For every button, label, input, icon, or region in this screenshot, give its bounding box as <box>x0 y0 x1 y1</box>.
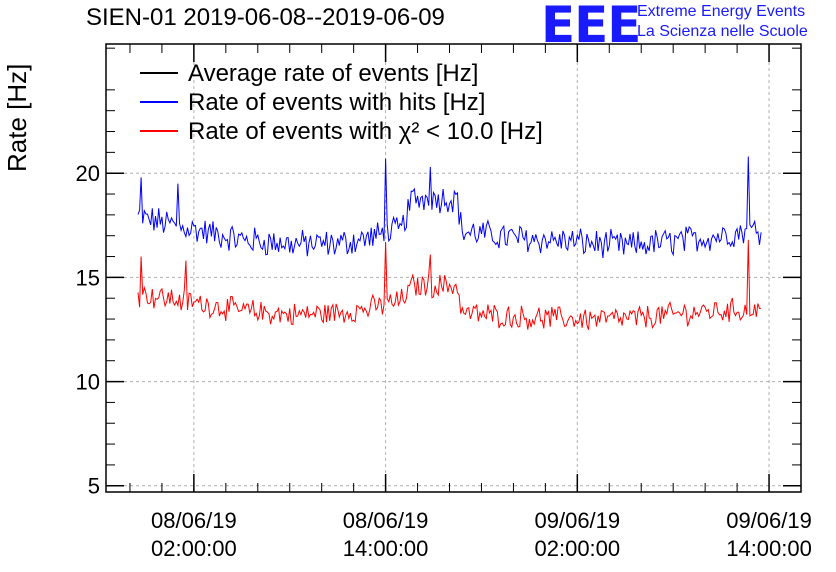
x-tick-time: 14:00:00 <box>726 536 812 561</box>
eee-logo: EEE <box>541 0 641 54</box>
x-tick-date: 08/06/19 <box>343 508 429 533</box>
series-lines <box>137 156 762 330</box>
x-tick-time: 02:00:00 <box>151 536 237 561</box>
x-tick-time: 14:00:00 <box>343 536 429 561</box>
x-tick-date: 09/06/19 <box>535 508 621 533</box>
y-tick-label: 20 <box>76 161 100 186</box>
legend-label-chi2: Rate of events with χ² < 10.0 [Hz] <box>188 118 543 145</box>
x-tick-time: 02:00:00 <box>535 536 621 561</box>
axes: 5 10 15 20 08/06/19 02:00:00 08/06/19 14:00:00 0… <box>76 44 812 561</box>
legend-label-hits: Rate of events with hits [Hz] <box>188 89 485 116</box>
plot-frame <box>105 43 802 493</box>
y-tick-label: 10 <box>76 370 100 395</box>
legend: Average rate of events [Hz]Rate of event… <box>140 60 543 145</box>
x-tick-date: 08/06/19 <box>151 508 237 533</box>
chart-title: SIEN-01 2019-06-08--2019-06-09 <box>86 4 445 31</box>
x-tick-date: 09/06/19 <box>726 508 812 533</box>
series-line-hits <box>137 156 762 258</box>
grid-lines <box>106 44 801 492</box>
logo-caption-line1: Extreme Energy Events <box>637 3 806 20</box>
eee-logo-caption: Extreme Energy Events La Scienza nelle S… <box>637 2 808 42</box>
series-line-chi2 <box>137 239 762 330</box>
y-tick-label: 15 <box>76 265 100 290</box>
logo-caption-line2: La Scienza nelle Scuole <box>637 23 808 40</box>
y-tick-label: 5 <box>88 474 100 499</box>
legend-label-average: Average rate of events [Hz] <box>188 60 478 87</box>
